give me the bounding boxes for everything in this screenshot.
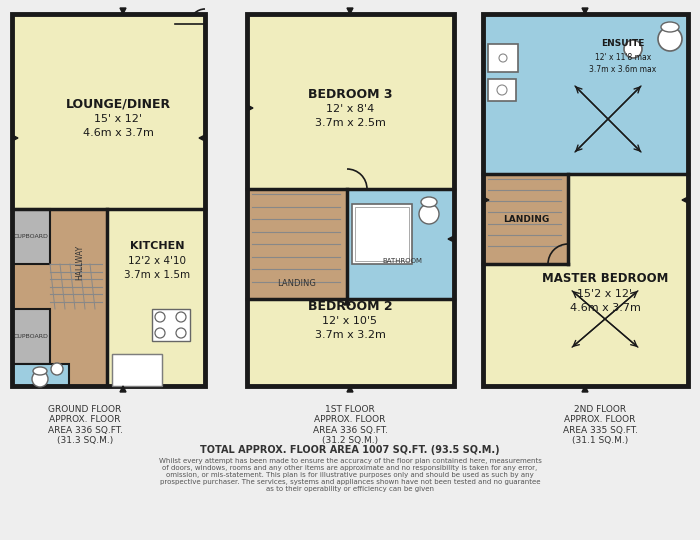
- Bar: [347, 189, 454, 299]
- Bar: [483, 14, 688, 386]
- Circle shape: [419, 204, 439, 224]
- Text: CUPBOARD: CUPBOARD: [13, 233, 48, 239]
- Bar: [112, 354, 162, 386]
- Ellipse shape: [33, 367, 47, 375]
- Text: BEDROOM 2: BEDROOM 2: [308, 300, 392, 313]
- Polygon shape: [582, 8, 588, 14]
- Text: 15' x 12': 15' x 12': [94, 114, 142, 124]
- Polygon shape: [12, 135, 18, 141]
- Polygon shape: [120, 386, 126, 392]
- Ellipse shape: [661, 22, 679, 32]
- Polygon shape: [448, 236, 454, 242]
- Bar: [247, 14, 454, 386]
- Bar: [12, 364, 69, 386]
- Text: GROUND FLOOR
APPROX. FLOOR
AREA 336 SQ.FT.
(31.3 SQ.M.): GROUND FLOOR APPROX. FLOOR AREA 336 SQ.F…: [48, 405, 122, 445]
- Polygon shape: [483, 197, 489, 203]
- Text: 12'2 x 4'10: 12'2 x 4'10: [128, 256, 186, 266]
- Text: 15'2 x 12': 15'2 x 12': [578, 289, 633, 299]
- Text: LANDING: LANDING: [503, 214, 549, 224]
- Text: 3.7m x 3.2m: 3.7m x 3.2m: [314, 330, 386, 340]
- Bar: [12, 14, 205, 386]
- Bar: [488, 79, 516, 101]
- Polygon shape: [582, 386, 588, 392]
- Text: LOUNGE/DINER: LOUNGE/DINER: [65, 98, 171, 111]
- Bar: [12, 209, 50, 264]
- Text: LANDING: LANDING: [278, 280, 316, 288]
- Bar: [12, 209, 107, 386]
- Text: 12' x 10'5: 12' x 10'5: [323, 316, 377, 326]
- Text: MASTER BEDROOM: MASTER BEDROOM: [542, 273, 668, 286]
- Polygon shape: [247, 105, 253, 111]
- Text: TOTAL APPROX. FLOOR AREA 1007 SQ.FT. (93.5 SQ.M.): TOTAL APPROX. FLOOR AREA 1007 SQ.FT. (93…: [200, 445, 500, 455]
- Text: ENSUITE: ENSUITE: [601, 39, 645, 49]
- Text: 4.6m x 3.7m: 4.6m x 3.7m: [570, 303, 640, 313]
- Bar: [352, 204, 412, 264]
- Text: 3.7m x 2.5m: 3.7m x 2.5m: [314, 118, 386, 128]
- Bar: [355, 207, 409, 261]
- Text: 12' x 8'4: 12' x 8'4: [326, 104, 374, 114]
- Text: HALLWAY: HALLWAY: [76, 245, 85, 280]
- Circle shape: [658, 27, 682, 51]
- Bar: [247, 189, 347, 299]
- Text: CUPBOARD: CUPBOARD: [13, 334, 48, 339]
- Text: 12' x 11'8 max: 12' x 11'8 max: [595, 52, 651, 62]
- Circle shape: [499, 54, 507, 62]
- Polygon shape: [347, 8, 353, 14]
- Polygon shape: [682, 197, 688, 203]
- Bar: [12, 14, 205, 386]
- Circle shape: [497, 85, 507, 95]
- Polygon shape: [347, 386, 353, 392]
- Bar: [483, 14, 688, 386]
- Text: BEDROOM 3: BEDROOM 3: [308, 87, 392, 100]
- Text: KITCHEN: KITCHEN: [130, 241, 184, 251]
- Polygon shape: [120, 8, 126, 14]
- Polygon shape: [344, 299, 350, 305]
- Bar: [483, 174, 688, 386]
- Text: Whilst every attempt has been made to ensure the accuracy of the floor plan cont: Whilst every attempt has been made to en…: [159, 458, 541, 492]
- Bar: [12, 309, 50, 364]
- Polygon shape: [199, 135, 205, 141]
- Text: BATHROOM: BATHROOM: [382, 258, 422, 264]
- Text: 1ST FLOOR
APPROX. FLOOR
AREA 336 SQ.FT.
(31.2 SQ.M.): 1ST FLOOR APPROX. FLOOR AREA 336 SQ.FT. …: [313, 405, 387, 445]
- Bar: [247, 14, 454, 386]
- Bar: [488, 44, 518, 72]
- Circle shape: [32, 371, 48, 387]
- Text: 3.7m x 1.5m: 3.7m x 1.5m: [124, 270, 190, 280]
- Text: 3.7m x 3.6m max: 3.7m x 3.6m max: [589, 64, 657, 73]
- Bar: [112, 354, 162, 386]
- Circle shape: [624, 40, 642, 58]
- Bar: [152, 309, 190, 341]
- Text: 2ND FLOOR
APPROX. FLOOR
AREA 335 SQ.FT.
(31.1 SQ.M.): 2ND FLOOR APPROX. FLOOR AREA 335 SQ.FT. …: [563, 405, 638, 445]
- Ellipse shape: [421, 197, 437, 207]
- Circle shape: [51, 363, 63, 375]
- Text: 4.6m x 3.7m: 4.6m x 3.7m: [83, 128, 153, 138]
- Bar: [483, 174, 568, 264]
